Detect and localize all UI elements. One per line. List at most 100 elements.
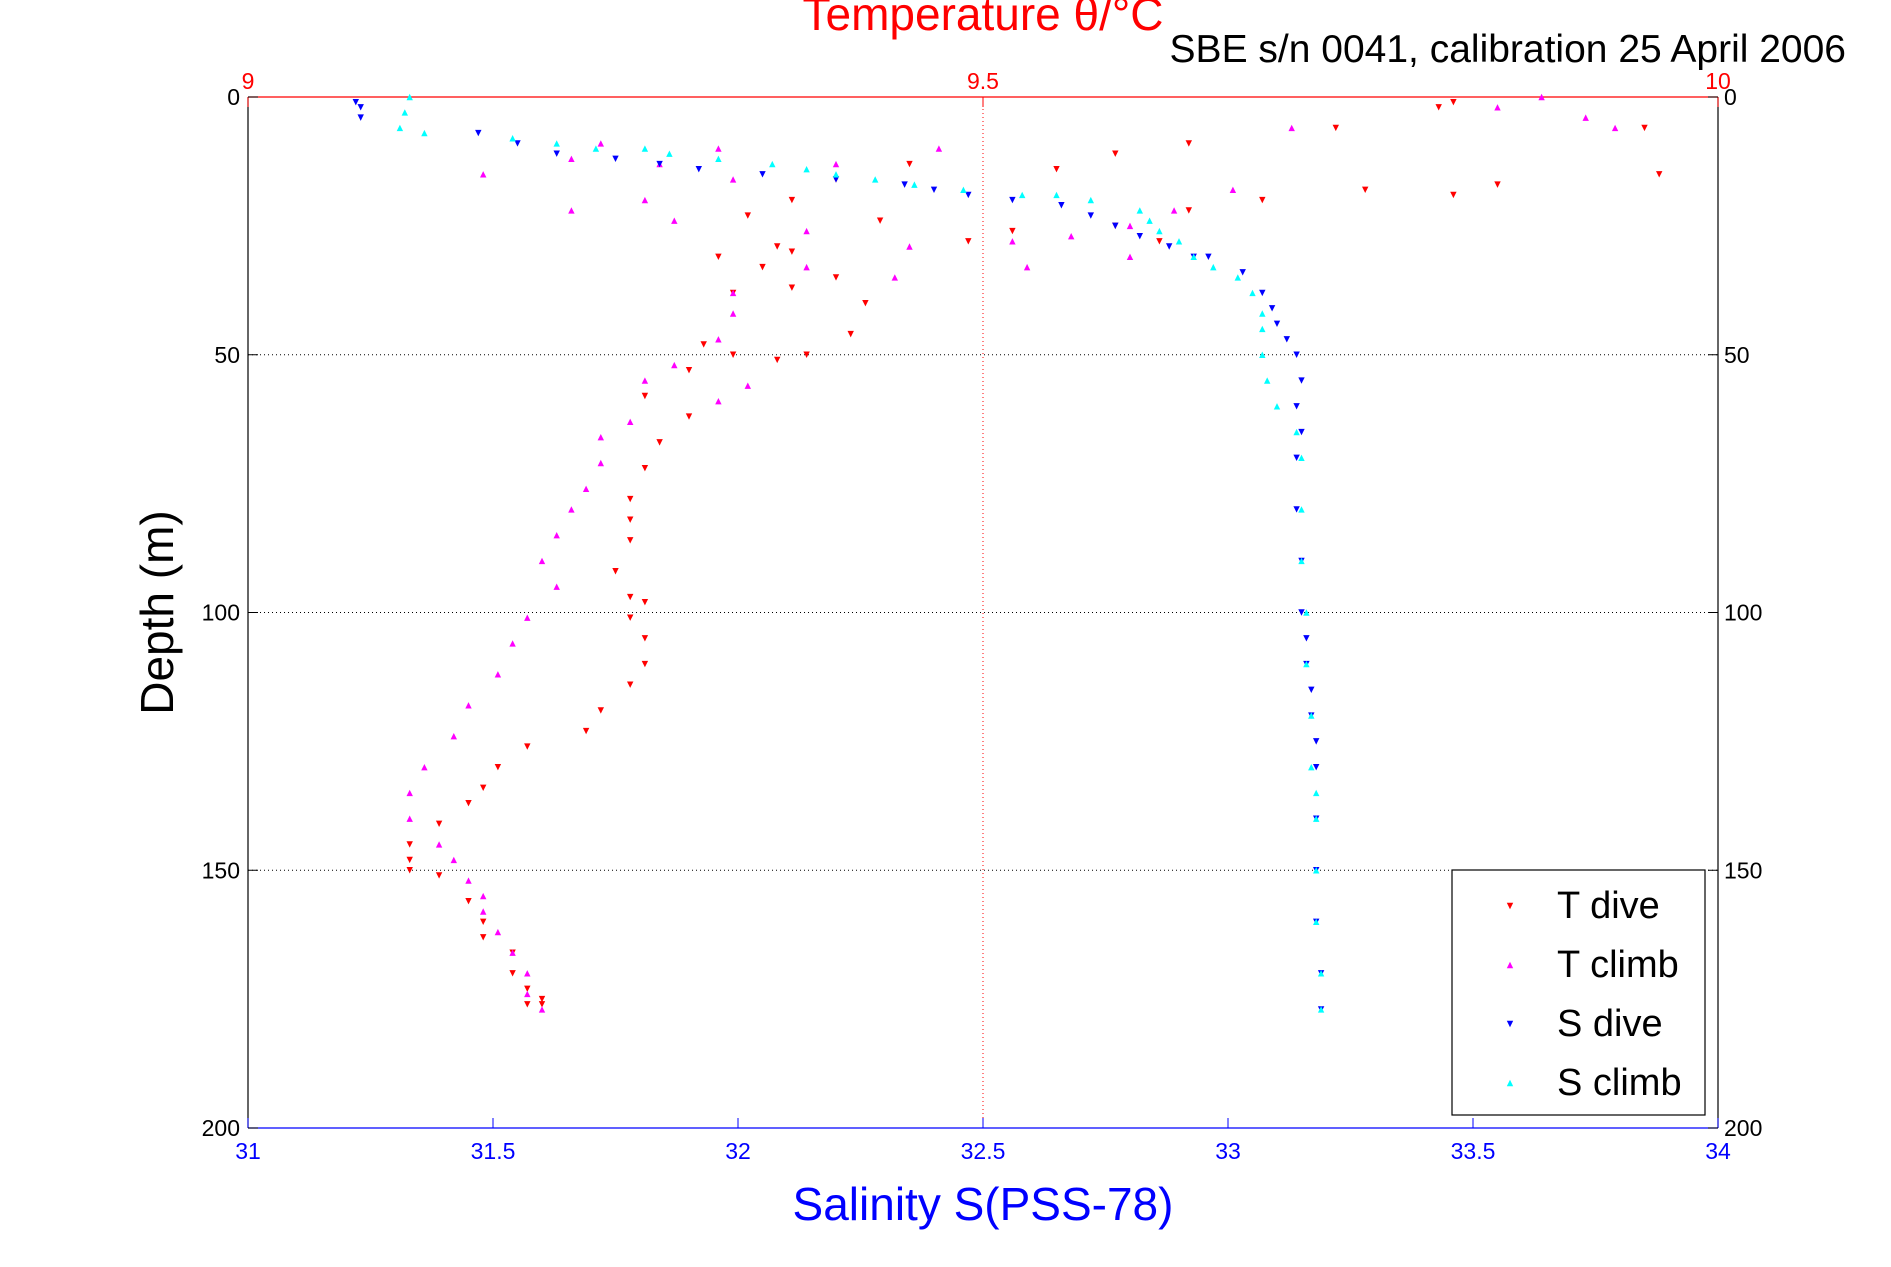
t-dive-point: [480, 784, 487, 791]
depth-tick-label-right: 100: [1724, 600, 1762, 626]
t-climb-point: [744, 382, 751, 389]
s-climb-point: [832, 171, 840, 178]
s-climb-point: [1313, 867, 1320, 874]
s-climb-point: [1259, 325, 1266, 333]
t-climb-point: [715, 397, 722, 405]
s-dive-point: [352, 98, 359, 106]
t-dive-point: [1641, 124, 1648, 132]
depth-tick-label-right: 50: [1724, 342, 1750, 368]
s-climb-point: [1019, 191, 1026, 199]
t-dive-point: [641, 392, 649, 400]
t-climb-point: [406, 815, 413, 822]
t-dive-point: [627, 516, 634, 523]
t-climb-point: [524, 970, 531, 977]
t-climb-point: [509, 949, 516, 956]
t-dive-point: [862, 300, 869, 307]
s-dive-point: [1009, 196, 1016, 204]
t-climb-point: [641, 377, 649, 384]
s-dive-point: [695, 165, 702, 173]
t-climb-point: [568, 155, 575, 163]
s-climb-point: [872, 176, 879, 183]
s-dive-point: [1293, 351, 1300, 358]
t-dive-point: [641, 660, 649, 668]
chart-title: Temperature θ/°C: [803, 0, 1164, 40]
s-climb-point: [421, 129, 428, 137]
t-climb-point: [715, 145, 722, 152]
t-dive-point: [1494, 181, 1501, 188]
s-climb-point: [1234, 274, 1241, 281]
s-dive-point: [1259, 289, 1266, 297]
t-climb-point: [538, 557, 546, 565]
t-climb-point: [524, 614, 531, 621]
s-climb-point: [641, 145, 649, 152]
s-dive-point: [930, 186, 938, 193]
depth-tick-label-left: 100: [202, 600, 240, 626]
t-dive-point: [906, 160, 913, 168]
salinity-tick-label: 33.5: [1451, 1138, 1496, 1164]
s-climb-point: [769, 160, 776, 168]
t-dive-point: [627, 593, 634, 601]
t-climb-point: [803, 227, 810, 235]
t-dive-point: [524, 743, 531, 750]
t-dive-point: [729, 351, 737, 358]
t-climb-point: [729, 310, 737, 317]
s-dive-point: [357, 114, 364, 121]
t-climb-point: [597, 140, 604, 147]
t-climb-point: [935, 145, 943, 152]
s-dive-point: [1293, 506, 1300, 513]
t-climb-point: [627, 418, 634, 425]
t-climb-point: [597, 434, 604, 441]
t-dive-point: [435, 820, 443, 828]
salinity-tick-label: 33: [1215, 1138, 1241, 1164]
t-dive-point: [406, 867, 413, 874]
t-dive-point: [1450, 98, 1457, 106]
s-climb-point: [592, 145, 600, 152]
t-climb-point: [568, 207, 575, 214]
t-climb-point: [597, 459, 604, 467]
t-dive-point: [1435, 104, 1442, 111]
s-climb-point: [1087, 196, 1094, 204]
s-dive-point: [514, 140, 521, 147]
t-climb-point: [553, 583, 560, 590]
t-climb-point: [494, 671, 502, 678]
s-dive-point: [1112, 222, 1119, 230]
depth-axis-title: Depth (m): [131, 510, 183, 714]
s-climb-point: [1303, 660, 1310, 668]
t-dive-point: [480, 918, 487, 925]
s-dive-point: [357, 104, 364, 111]
s-dive-point: [612, 155, 619, 163]
t-dive-point: [1656, 171, 1663, 178]
t-climb-point: [480, 892, 487, 900]
s-climb-point: [715, 155, 722, 163]
t-climb-point: [480, 908, 487, 915]
s-dive-point: [1283, 336, 1290, 343]
t-dive-point: [627, 681, 634, 688]
t-dive-point: [597, 707, 604, 714]
t-dive-point: [774, 356, 781, 364]
s-climb-point: [1308, 763, 1315, 771]
s-climb-point: [1210, 263, 1217, 271]
s-climb-point: [1298, 557, 1305, 565]
t-climb-point: [553, 531, 560, 539]
depth-tick-label-left: 0: [227, 84, 240, 110]
t-dive-point: [641, 598, 649, 606]
t-dive-point: [612, 568, 619, 575]
s-dive-point: [475, 129, 482, 137]
depth-tick-label-right: 0: [1724, 84, 1737, 110]
s-climb-point: [1298, 506, 1305, 513]
t-climb-point: [582, 485, 590, 492]
t-climb-point: [671, 361, 678, 369]
temperature-tick-label: 9: [242, 68, 255, 94]
t-dive-point: [641, 635, 649, 642]
t-climb-point: [671, 217, 678, 224]
t-climb-point: [1068, 232, 1075, 240]
s-climb-point: [1293, 428, 1300, 436]
t-climb-point: [421, 763, 428, 771]
s-climb-point: [1249, 289, 1256, 297]
t-dive-point: [509, 970, 516, 977]
s-climb-point: [666, 150, 673, 157]
s-climb-point: [1259, 351, 1266, 358]
depth-tick-label-left: 50: [214, 342, 240, 368]
t-dive-point: [1053, 165, 1060, 173]
